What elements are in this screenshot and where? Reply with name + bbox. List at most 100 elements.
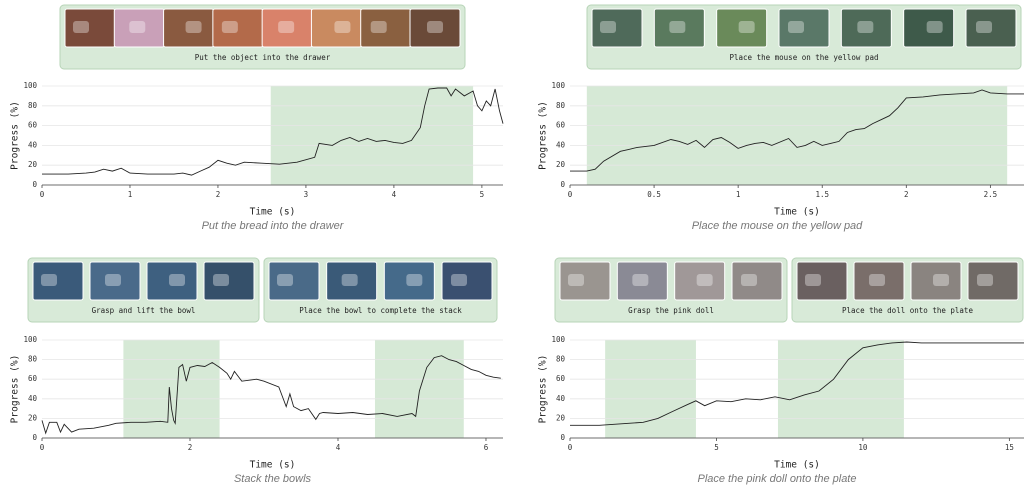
y-tick-label: 80 (28, 355, 38, 364)
x-tick-label: 0 (568, 443, 573, 452)
y-tick-label: 0 (560, 433, 565, 442)
caption: Stack the bowls (234, 473, 312, 485)
x-tick-label: 15 (1005, 443, 1014, 452)
thumbnail-detail (788, 21, 804, 33)
y-axis-label: Progress (%) (538, 101, 549, 170)
thumbnail-detail (406, 274, 422, 286)
thumbnail-detail (739, 21, 755, 33)
y-tick-label: 40 (28, 394, 38, 403)
x-tick-label: 3 (304, 190, 309, 199)
x-tick-label: 2 (904, 190, 909, 199)
x-tick-label: 1 (736, 190, 741, 199)
x-tick-label: 2 (188, 443, 193, 452)
thumbnail-detail (278, 21, 294, 33)
x-tick-label: 10 (858, 443, 868, 452)
thumbnail-detail (697, 274, 713, 286)
thumbnail-detail (213, 274, 229, 286)
thumbnail-detail (186, 21, 202, 33)
x-tick-label: 6 (484, 443, 489, 452)
thumbnail-detail (169, 274, 185, 286)
phase-shade (587, 86, 1007, 185)
thumbnail-detail (451, 274, 467, 286)
thumbnail (33, 262, 83, 300)
thumbnail-detail (927, 21, 943, 33)
x-tick-label: 0 (568, 190, 573, 199)
x-tick-label: 0.5 (647, 190, 661, 199)
x-tick-label: 4 (392, 190, 397, 199)
thumbnail-detail (741, 274, 757, 286)
thumbnail-detail (568, 274, 584, 286)
x-axis-label: Time (s) (250, 460, 296, 471)
y-tick-label: 80 (556, 355, 566, 364)
y-tick-label: 100 (551, 335, 565, 344)
x-tick-label: 5 (714, 443, 719, 452)
x-tick-label: 1.5 (815, 190, 829, 199)
thumbnail-detail (277, 274, 293, 286)
y-tick-label: 100 (551, 81, 565, 90)
thumbnail (797, 262, 847, 300)
instruction-text: Grasp the pink doll (628, 306, 714, 315)
y-tick-label: 20 (556, 413, 566, 422)
caption: Place the mouse on the yellow pad (692, 220, 863, 232)
x-axis-label: Time (s) (774, 207, 820, 218)
thumbnail-detail (73, 21, 89, 33)
thumbnail-detail (933, 274, 949, 286)
x-tick-label: 0 (40, 190, 45, 199)
x-tick-label: 2 (216, 190, 221, 199)
y-tick-label: 40 (556, 394, 566, 403)
thumbnail (560, 262, 610, 300)
y-tick-label: 0 (32, 433, 37, 442)
y-tick-label: 0 (560, 180, 565, 189)
y-tick-label: 100 (23, 335, 37, 344)
y-tick-label: 20 (28, 413, 38, 422)
thumbnail-detail (41, 274, 57, 286)
thumbnail-detail (342, 274, 358, 286)
y-tick-label: 60 (28, 374, 38, 383)
thumbnail-detail (977, 274, 993, 286)
y-tick-label: 80 (556, 101, 566, 110)
x-tick-label: 1 (128, 190, 133, 199)
thumbnail-detail (857, 21, 873, 33)
thumbnail-detail (805, 274, 821, 286)
x-axis-label: Time (s) (250, 207, 296, 218)
thumbnail (65, 9, 115, 47)
y-tick-label: 80 (28, 101, 38, 110)
instruction-text: Place the mouse on the yellow pad (729, 53, 878, 62)
phase-shade (123, 340, 219, 438)
y-tick-label: 40 (28, 140, 38, 149)
thumbnail-detail (334, 21, 350, 33)
figure: Put the object into the drawer0204060801… (0, 0, 1024, 491)
y-tick-label: 60 (556, 374, 566, 383)
phase-shade (375, 340, 464, 438)
y-tick-label: 40 (556, 140, 566, 149)
y-tick-label: 100 (23, 81, 37, 90)
thumbnail-detail (371, 21, 387, 33)
x-tick-label: 0 (40, 443, 45, 452)
y-tick-label: 60 (556, 121, 566, 130)
y-tick-label: 20 (28, 160, 38, 169)
caption: Place the pink doll onto the plate (697, 473, 856, 485)
phase-shade (271, 86, 473, 185)
y-axis-label: Progress (%) (538, 355, 549, 424)
page: {"chart_data":[ {"type":"line","instruct… (0, 0, 1024, 491)
thumbnail-detail (222, 21, 238, 33)
thumbnail-detail (976, 21, 992, 33)
instruction-text: Place the bowl to complete the stack (299, 306, 462, 315)
y-tick-label: 20 (556, 160, 566, 169)
instruction-text: Put the object into the drawer (195, 53, 331, 62)
y-axis-label: Progress (%) (10, 355, 21, 424)
thumbnail-detail (105, 274, 121, 286)
phase-shade (605, 340, 696, 438)
instruction-text: Place the doll onto the plate (842, 306, 973, 315)
thumbnail-detail (600, 21, 616, 33)
thumbnail (592, 9, 642, 47)
caption: Put the bread into the drawer (202, 220, 345, 232)
phase-shade (778, 340, 904, 438)
y-tick-label: 0 (32, 180, 37, 189)
x-tick-label: 2.5 (984, 190, 998, 199)
instruction-text: Grasp and lift the bowl (92, 306, 196, 315)
thumbnail-detail (427, 21, 443, 33)
thumbnail (269, 262, 319, 300)
thumbnail-detail (869, 274, 885, 286)
x-tick-label: 4 (336, 443, 341, 452)
